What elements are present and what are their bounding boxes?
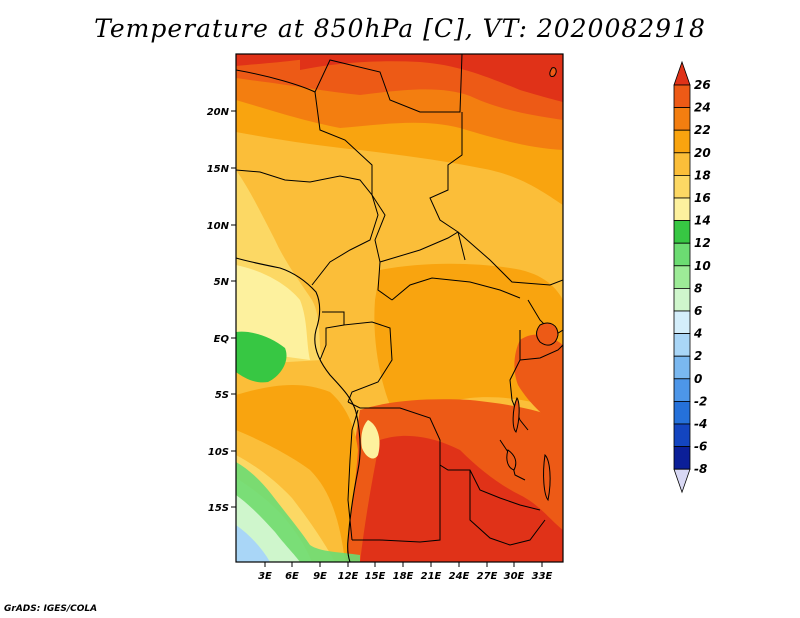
colorbar-label: 6 — [694, 304, 702, 318]
colorbar-label: 2 — [694, 349, 702, 363]
colorbar-swatch — [673, 242, 691, 267]
colorbar-swatch — [673, 220, 691, 244]
colorbar-label: 26 — [694, 78, 711, 92]
lon-tick-label: 18E — [393, 571, 414, 582]
lon-tick-label: 33E — [532, 571, 553, 582]
lon-tick-label: 15E — [365, 571, 386, 582]
lat-tick-label: 15S — [208, 503, 229, 514]
colorbar-label: -8 — [694, 462, 707, 476]
longitude-axis: 3E 6E 9E 12E 15E 18E 21E 24E 27E 30E 33E — [258, 562, 553, 582]
colorbar-swatch — [673, 129, 691, 154]
colorbar-label: 22 — [694, 123, 711, 137]
colorbar-label: 10 — [694, 259, 711, 273]
lon-tick-label: 9E — [313, 571, 327, 582]
lat-tick-label: 10S — [208, 447, 229, 458]
colorbar-swatch — [673, 400, 691, 425]
colorbar-label: 4 — [693, 327, 702, 341]
lat-tick-label: 10N — [207, 221, 230, 232]
colorbar-swatch — [673, 107, 691, 131]
grads-credit: GrADS: IGES/COLA — [4, 604, 98, 614]
lat-tick-label: 15N — [207, 164, 230, 175]
colorbar-label: 16 — [694, 191, 711, 205]
colorbar-label: 12 — [694, 236, 711, 250]
colorbar-max-triangle — [673, 60, 691, 86]
lat-tick-label: EQ — [214, 334, 230, 345]
colorbar-swatch — [673, 84, 691, 109]
lon-tick-label: 27E — [477, 571, 498, 582]
colorbar-label: -2 — [694, 394, 707, 408]
lon-tick-label: 24E — [449, 571, 470, 582]
colorbar-label: -4 — [694, 417, 707, 431]
colorbar-label: 8 — [694, 281, 702, 295]
colorbar-label: -6 — [694, 440, 707, 454]
colorbar-label: 20 — [694, 146, 711, 160]
colorbar-min-triangle — [673, 468, 691, 494]
coastline — [235, 257, 361, 563]
lat-tick-label: 5N — [214, 277, 230, 288]
lakes — [506, 67, 559, 502]
colorbar-swatch — [673, 287, 691, 312]
colorbar-swatch — [673, 378, 691, 402]
lon-tick-label: 21E — [421, 571, 442, 582]
temperature-field — [236, 54, 563, 562]
colorbar-label: 24 — [694, 101, 711, 115]
colorbar-swatch — [673, 333, 691, 357]
lat-tick-label: 5S — [215, 390, 229, 401]
colorbar-swatch — [673, 152, 691, 176]
lon-tick-label: 3E — [258, 571, 272, 582]
lat-tick-label: 20N — [207, 107, 230, 118]
colorbar-label: 0 — [694, 372, 702, 386]
colorbar-swatch — [673, 265, 691, 289]
colorbar-swatch — [673, 310, 691, 335]
map-frame — [235, 53, 564, 563]
colorbar-swatch — [673, 197, 691, 222]
colorbar-swatch — [673, 174, 691, 199]
latitude-axis: 20N 15N 10N 5N EQ 5S 10S 15S — [207, 107, 236, 514]
map-title: Temperature at 850hPa [C], VT: 202008291… — [94, 14, 706, 43]
colorbar-label: 18 — [694, 168, 711, 182]
country-borders — [236, 54, 563, 546]
lon-tick-label: 12E — [338, 571, 359, 582]
colorbar-swatch — [673, 423, 691, 448]
lon-tick-label: 6E — [285, 571, 299, 582]
colorbar-swatch — [673, 355, 691, 380]
colorbar-swatch — [673, 446, 691, 470]
colorbar-label: 14 — [694, 214, 711, 228]
lon-tick-label: 30E — [504, 571, 525, 582]
